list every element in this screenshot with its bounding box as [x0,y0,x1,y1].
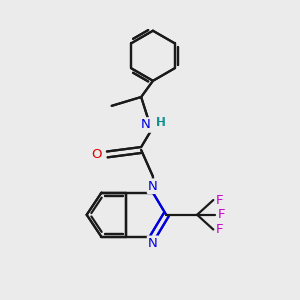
Text: H: H [156,116,165,128]
Text: N: N [148,180,158,193]
Text: N: N [148,181,158,194]
Text: N: N [141,118,151,131]
Text: N: N [148,236,158,249]
Text: F: F [218,208,225,221]
Text: O: O [92,148,102,161]
Text: H: H [157,116,166,129]
Text: F: F [216,223,224,236]
Text: N: N [148,237,158,250]
Text: O: O [92,148,102,161]
Text: N: N [141,118,151,131]
Text: F: F [216,194,224,207]
